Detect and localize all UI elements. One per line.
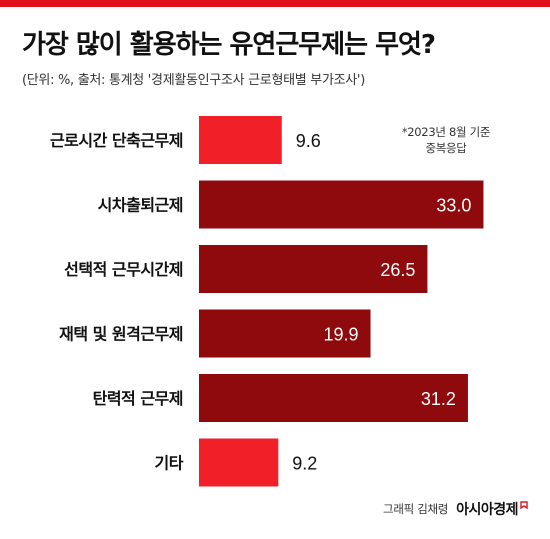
value-label-1: 9.6 — [296, 131, 321, 151]
note-multiple-response: 중복응답 — [425, 141, 467, 155]
value-label-5: 31.2 — [421, 389, 456, 409]
category-label-5: 탄력적 근무제 — [93, 389, 183, 408]
survey-note: *2023년 8월 기준 중복응답 — [382, 124, 510, 156]
page-title: 가장 많이 활용하는 유연근무제는 무엇? — [22, 30, 436, 60]
category-label-4: 재택 및 원격근무제 — [59, 325, 183, 344]
brand-mark-icon — [520, 501, 528, 509]
bar-4 — [199, 309, 371, 358]
category-label-2: 시차출퇴근제 — [98, 196, 183, 215]
bar-3 — [199, 245, 428, 293]
value-label-3: 26.5 — [380, 260, 415, 280]
bar-2 — [199, 180, 484, 229]
graphic-credit: 그래픽 김채령 — [383, 502, 449, 516]
note-date: *2023년 8월 기준 — [401, 125, 491, 139]
brand-logo: 아시아경제 — [456, 502, 518, 518]
bar-1 — [199, 116, 282, 164]
value-label-6: 9.2 — [292, 454, 317, 474]
bar-6 — [199, 438, 279, 487]
footer: 그래픽 김채령 아시아경제 — [383, 499, 528, 519]
category-label-6: 기타 — [155, 454, 184, 473]
bar-5 — [199, 374, 468, 422]
source-subtitle: (단위: %, 출처: 통계청 '경제활동인구조사 근로형태별 부가조사') — [22, 73, 365, 88]
top-accent-rule — [0, 0, 550, 7]
category-label-3: 선택적 근무시간제 — [64, 260, 183, 279]
value-label-2: 33.0 — [436, 196, 471, 216]
category-label-1: 근로시간 단축근무제 — [50, 131, 183, 150]
value-label-4: 19.9 — [323, 325, 358, 345]
